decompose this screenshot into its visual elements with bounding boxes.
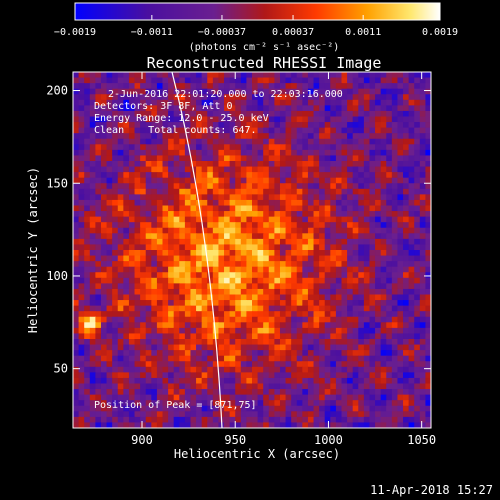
colorbar: [75, 3, 440, 20]
colorbar-tick-label: −0.0011: [131, 27, 173, 38]
annotation-clean: Clean Total counts: 647.: [94, 125, 257, 136]
chart-title: Reconstructed RHESSI Image: [147, 54, 382, 72]
annotation-peak: Position of Peak = [871,75]: [94, 400, 257, 411]
y-tick-label: 100: [46, 269, 68, 283]
y-axis-label: Heliocentric Y (arcsec): [26, 167, 40, 333]
colorbar-tick-label: 0.0019: [422, 27, 458, 38]
annotation-time: 2-Jun-2016 22:01:20.000 to 22:03:16.000: [108, 89, 343, 100]
date-stamp: 11-Apr-2018 15:27: [370, 483, 493, 497]
colorbar-tick-label: 0.0011: [345, 27, 381, 38]
heatmap-image: [73, 72, 431, 428]
y-tick-label: 50: [54, 362, 68, 376]
solar-limb-line: [171, 72, 223, 428]
x-tick-label: 1050: [407, 433, 436, 447]
colorbar-ticks: −0.0019 −0.0011 −0.00037 0.00037 0.0011 0.001…: [54, 15, 458, 38]
colorbar-frame: [74, 2, 441, 21]
colorbar-label: (photons cm⁻² s⁻¹ asec⁻²): [189, 42, 340, 53]
annotation-energy: Energy Range: 12.0 - 25.0 keV: [94, 113, 269, 124]
x-tick-label: 900: [131, 433, 153, 447]
colorbar-tick-label: −0.00037: [198, 27, 246, 38]
plot-frame: [72, 71, 432, 429]
axis-ticks: 900 950 1000 1050 50 100 150 200: [46, 72, 436, 447]
x-tick-label: 1000: [314, 433, 343, 447]
x-axis-label: Heliocentric X (arcsec): [174, 447, 340, 461]
colorbar-tick-label: −0.0019: [54, 27, 96, 38]
annotation-detectors: Detectors: 3F 8F, Att 0: [94, 101, 232, 112]
x-tick-label: 950: [224, 433, 246, 447]
colorbar-tick-label: 0.00037: [272, 27, 314, 38]
y-tick-label: 150: [46, 176, 68, 190]
y-tick-label: 200: [46, 84, 68, 98]
